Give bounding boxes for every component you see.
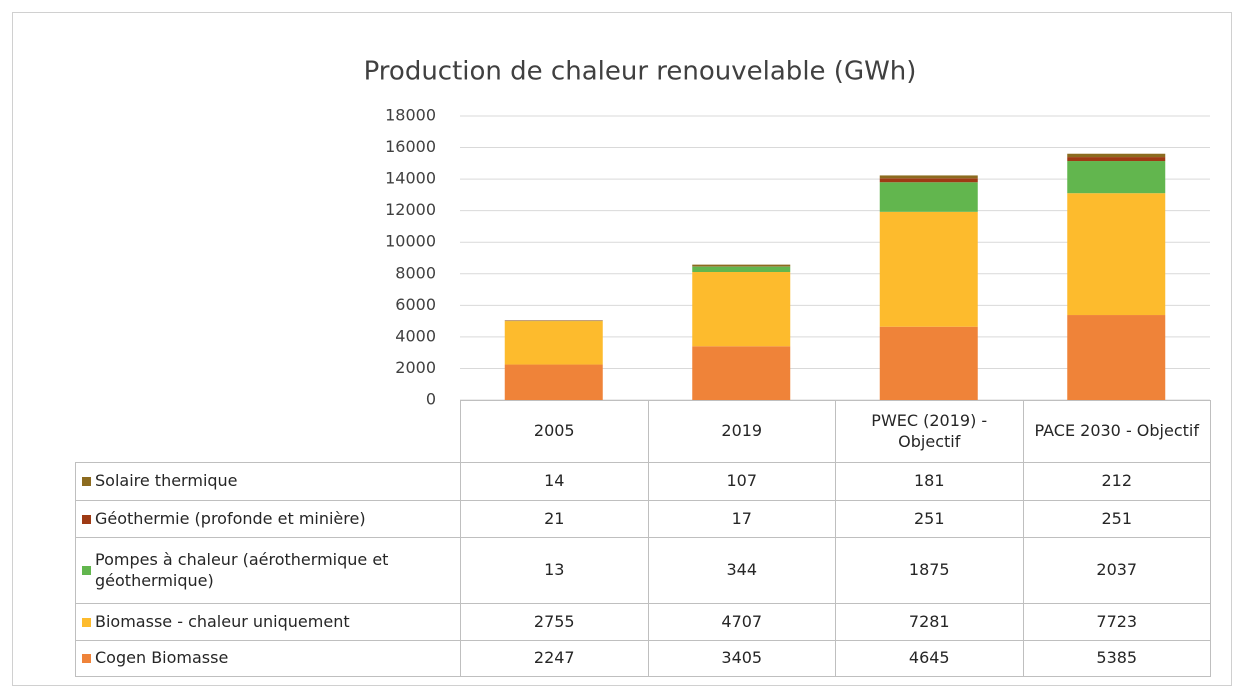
cell-text: 2019 [721, 421, 763, 441]
bar-segment [879, 211, 978, 327]
row-header: Cogen Biomasse [75, 640, 461, 677]
y-tick-label: 6000 [395, 295, 436, 314]
bar-segment [692, 346, 791, 400]
table-value: 251 [835, 500, 1024, 538]
bar-segment [1067, 161, 1166, 194]
cell-text: 3405 [721, 648, 763, 668]
table-value: 2037 [1022, 537, 1211, 604]
legend-label: Cogen Biomasse [95, 648, 229, 668]
table-value: 21 [460, 500, 649, 538]
bar-segment [504, 321, 603, 365]
cell-text: 14 [544, 471, 565, 491]
column-header: PACE 2030 - Objectif [1022, 400, 1211, 463]
table-value: 251 [1022, 500, 1211, 538]
table-value: 13 [460, 537, 649, 604]
cell-text: 251 [1101, 508, 1133, 528]
cell-text: 107 [726, 471, 758, 491]
column-header: 2005 [460, 400, 649, 463]
column-header: PWEC (2019) - Objectif [835, 400, 1024, 463]
table-value: 212 [1022, 462, 1211, 501]
column-header: 2019 [647, 400, 836, 463]
legend-key [82, 654, 91, 663]
table-value: 2755 [460, 603, 649, 641]
bar-segment [692, 272, 791, 347]
row-header: Géothermie (profonde et minière) [75, 500, 461, 538]
bar-segment [692, 264, 791, 267]
cell-text: PACE 2030 - Objectif [1034, 421, 1199, 441]
y-tick-label: 4000 [395, 326, 436, 345]
bar-segment [504, 364, 603, 400]
table-value: 4707 [647, 603, 836, 641]
cell-text: 2037 [1096, 560, 1138, 580]
cell-text: 13 [544, 560, 565, 580]
bar-segment [1067, 193, 1166, 316]
legend-label: Pompes à chaleur (aérothermique et géoth… [95, 549, 389, 590]
y-tick-label: 16000 [385, 137, 436, 156]
y-tick-label: 14000 [385, 169, 436, 188]
table-value: 5385 [1022, 640, 1211, 677]
y-tick-label: 0 [426, 390, 436, 409]
cell-text: 7281 [908, 611, 950, 631]
table-value: 17 [647, 500, 836, 538]
cell-text: 4707 [721, 611, 763, 631]
y-tick-label: 8000 [395, 263, 436, 282]
table-value: 1875 [835, 537, 1024, 604]
cell-text: 2005 [533, 421, 575, 441]
cell-text: 251 [913, 508, 945, 528]
cell-text: 4645 [908, 648, 950, 668]
cell-text: 2755 [533, 611, 575, 631]
table-value: 7281 [835, 603, 1024, 641]
table-value: 107 [647, 462, 836, 501]
y-tick-label: 12000 [385, 200, 436, 219]
legend-key [82, 617, 91, 627]
y-tick-label: 10000 [385, 232, 436, 251]
legend-key [82, 477, 91, 486]
table-value: 3405 [647, 640, 836, 677]
cell-text: 181 [913, 471, 945, 491]
y-tick-label: 18000 [385, 106, 436, 125]
legend-label: Solaire thermique [95, 471, 238, 491]
bar-segment [1067, 315, 1166, 400]
row-header: Pompes à chaleur (aérothermique et géoth… [75, 537, 461, 604]
row-header: Biomasse - chaleur uniquement [75, 603, 461, 641]
table-value: 7723 [1022, 603, 1211, 641]
table-value: 181 [835, 462, 1024, 501]
chart-title: Production de chaleur renouvelable (GWh) [364, 57, 917, 87]
y-tick-label: 2000 [395, 358, 436, 377]
bar-segment [1067, 157, 1166, 162]
table-value: 14 [460, 462, 649, 501]
cell-text: 5385 [1096, 648, 1138, 668]
bar-segment [1067, 153, 1166, 158]
cell-text: 17 [731, 508, 752, 528]
cell-text: PWEC (2019) - Objectif [871, 410, 988, 451]
table-value: 2247 [460, 640, 649, 677]
bar-segment [879, 175, 978, 179]
cell-text: 1875 [908, 560, 950, 580]
table-value: 4645 [835, 640, 1024, 677]
bar-segment [879, 326, 978, 400]
cell-text: 21 [544, 508, 565, 528]
legend-key [82, 514, 91, 524]
bar-segment [879, 178, 978, 183]
chart-frame [12, 12, 1232, 686]
row-header: Solaire thermique [75, 462, 461, 501]
cell-text: 2247 [533, 648, 575, 668]
cell-text: 344 [726, 560, 758, 580]
legend-key [82, 566, 91, 575]
bar-segment [692, 266, 791, 273]
cell-text: 7723 [1096, 611, 1138, 631]
legend-label: Biomasse - chaleur uniquement [95, 611, 350, 631]
legend-label: Géothermie (profonde et minière) [95, 508, 366, 528]
cell-text: 212 [1101, 471, 1133, 491]
table-value: 344 [647, 537, 836, 604]
bar-segment [879, 182, 978, 212]
